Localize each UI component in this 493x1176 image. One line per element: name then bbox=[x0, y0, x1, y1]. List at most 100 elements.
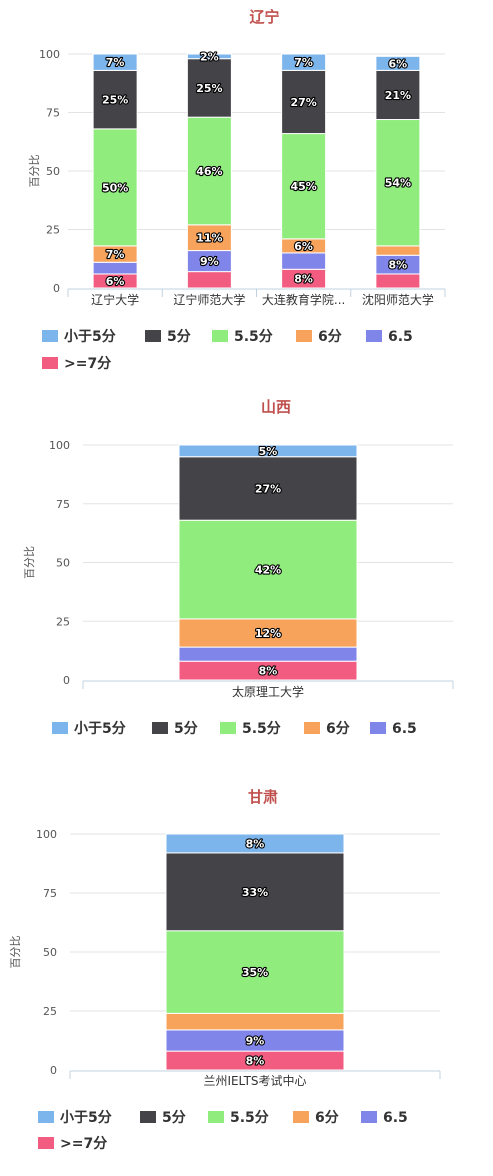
y-axis-label: 百分比 bbox=[9, 936, 22, 969]
legend-swatch bbox=[152, 722, 168, 734]
y-tick-label: 25 bbox=[43, 1005, 57, 1018]
legend-item: 5.5分 bbox=[220, 721, 281, 737]
legend-item: 6分 bbox=[293, 1110, 339, 1126]
bar-segment bbox=[178, 456, 358, 521]
y-tick-label: 50 bbox=[43, 946, 57, 959]
y-tick-label: 100 bbox=[49, 439, 70, 452]
legend-label: 小于5分 bbox=[64, 329, 116, 345]
data-label: 7% bbox=[294, 56, 313, 69]
legend-swatch bbox=[296, 330, 312, 342]
data-label: 9% bbox=[200, 255, 219, 268]
legend-label: 5分 bbox=[162, 1110, 186, 1126]
bar-segment bbox=[375, 273, 421, 289]
legend-label: 小于5分 bbox=[74, 721, 126, 737]
y-tick-label: 50 bbox=[46, 165, 60, 178]
legend-label: 5.5分 bbox=[234, 329, 273, 345]
data-label: 45% bbox=[290, 180, 316, 193]
x-category-label: 沈阳师范大学 bbox=[362, 292, 434, 307]
data-label: 21% bbox=[385, 89, 411, 102]
legend-item: 6.5 bbox=[366, 329, 413, 345]
data-label: 8% bbox=[294, 273, 313, 286]
y-tick-label: 50 bbox=[56, 557, 70, 570]
bar-segment bbox=[186, 53, 232, 60]
bar-segment bbox=[178, 646, 358, 662]
bar-segment bbox=[92, 53, 138, 71]
legend-swatch bbox=[361, 1111, 377, 1123]
legend-swatch bbox=[52, 722, 68, 734]
bar-segment bbox=[178, 519, 358, 620]
legend-label: 6.5 bbox=[392, 721, 417, 737]
x-category-label: 兰州IELTS考试中心 bbox=[203, 1073, 306, 1088]
legend-label: 5.5分 bbox=[230, 1110, 269, 1126]
data-label: 11% bbox=[196, 232, 222, 245]
legend-label: 5分 bbox=[167, 329, 191, 345]
data-label: 6% bbox=[106, 275, 125, 288]
data-label: 5% bbox=[259, 445, 278, 458]
y-tick-label: 100 bbox=[39, 48, 60, 61]
legend-item: 5分 bbox=[145, 329, 191, 345]
legend-swatch bbox=[220, 722, 236, 734]
bar-segment bbox=[165, 833, 345, 854]
data-label: 2% bbox=[200, 50, 219, 63]
chart-title: 甘肃 bbox=[248, 788, 278, 806]
bar-segment bbox=[186, 271, 232, 289]
legend-swatch bbox=[208, 1111, 224, 1123]
bar-segment bbox=[375, 69, 421, 121]
data-label: 33% bbox=[242, 886, 268, 899]
y-tick-label: 25 bbox=[46, 224, 60, 237]
bar-segment bbox=[375, 119, 421, 247]
legend-item: >=7分 bbox=[38, 1136, 107, 1152]
data-label: 54% bbox=[385, 177, 411, 190]
legend-label: >=7分 bbox=[64, 356, 111, 372]
legend-item: 5.5分 bbox=[212, 329, 273, 345]
legend-item: 小于5分 bbox=[42, 329, 116, 345]
x-category-label: 太原理工大学 bbox=[232, 684, 304, 699]
legend-item: 5分 bbox=[140, 1110, 186, 1126]
legend-item: 小于5分 bbox=[52, 721, 126, 737]
data-label: 12% bbox=[255, 627, 281, 640]
legend-swatch bbox=[304, 722, 320, 734]
legend-swatch bbox=[42, 357, 58, 369]
legend-label: 6.5 bbox=[388, 329, 413, 345]
bar-segment bbox=[281, 69, 327, 135]
legend-item: >=7分 bbox=[42, 356, 111, 372]
y-tick-label: 25 bbox=[56, 615, 70, 628]
legend-swatch bbox=[366, 330, 382, 342]
bar-segment bbox=[186, 224, 232, 252]
bar-segment bbox=[281, 252, 327, 270]
data-label: 27% bbox=[255, 482, 281, 495]
data-label: 8% bbox=[246, 1055, 265, 1068]
legend-item: 小于5分 bbox=[38, 1110, 112, 1126]
bar-segment bbox=[375, 55, 421, 71]
legend-swatch bbox=[38, 1111, 54, 1123]
legend-item: 6分 bbox=[296, 329, 342, 345]
bar-segment bbox=[92, 261, 138, 275]
legend-swatch bbox=[370, 722, 386, 734]
x-category-label: 辽宁大学 bbox=[91, 292, 139, 307]
data-label: 42% bbox=[255, 564, 281, 577]
data-label: 46% bbox=[196, 165, 222, 178]
y-tick-label: 0 bbox=[50, 1064, 57, 1077]
x-category-label: 辽宁师范大学 bbox=[173, 292, 245, 307]
data-label: 7% bbox=[106, 56, 125, 69]
legend-swatch bbox=[145, 330, 161, 342]
bar-segment bbox=[165, 1012, 345, 1031]
legend-item: 5分 bbox=[152, 721, 198, 737]
bar-segment bbox=[178, 618, 358, 648]
x-category-label: 大连教育学院... bbox=[262, 292, 345, 307]
legend-item: 5.5分 bbox=[208, 1110, 269, 1126]
data-label: 27% bbox=[290, 96, 316, 109]
bar-segment bbox=[178, 444, 358, 458]
y-tick-label: 75 bbox=[56, 498, 70, 511]
bar-segment bbox=[281, 53, 327, 71]
data-label: 8% bbox=[259, 665, 278, 678]
data-label: 25% bbox=[196, 82, 222, 95]
legend-label: >=7分 bbox=[60, 1136, 107, 1152]
bar-segment bbox=[375, 245, 421, 256]
legend-swatch bbox=[293, 1111, 309, 1123]
legend-label: 小于5分 bbox=[60, 1110, 112, 1126]
data-label: 50% bbox=[102, 181, 128, 194]
